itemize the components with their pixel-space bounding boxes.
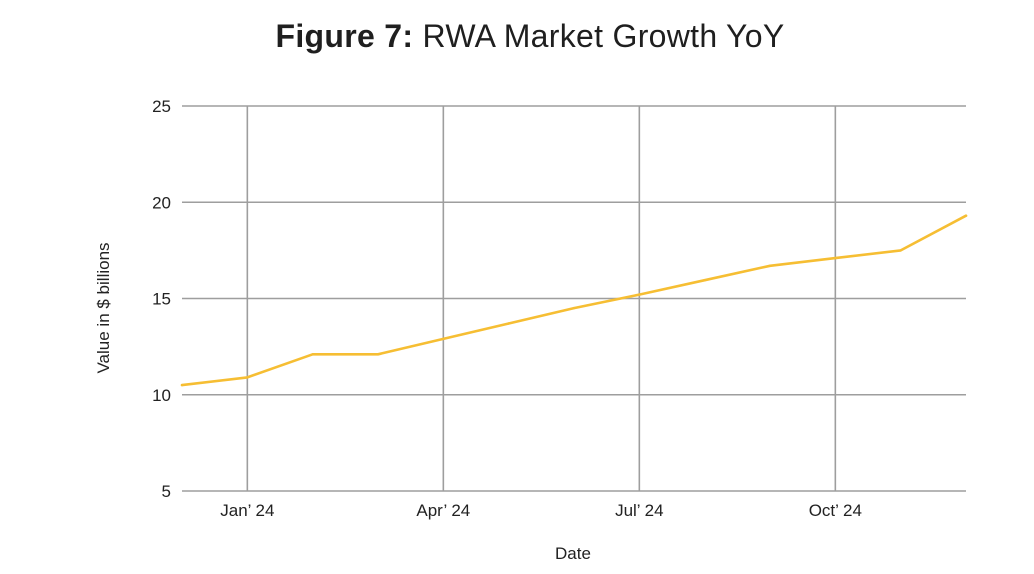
- y-tick-label: 20: [152, 193, 171, 212]
- chart-title-text: RWA Market Growth YoY: [422, 18, 785, 54]
- series-point: [376, 353, 380, 356]
- series-point: [964, 214, 968, 217]
- series-point: [442, 337, 445, 341]
- tick-labels: 5 10 15 20 25 Jan’ 24 Apr’ 24 Jul’ 24 Oct’ 24: [152, 97, 862, 520]
- chart-title: Figure 7: RWA Market Growth YoY: [0, 18, 1034, 55]
- series-point: [834, 256, 837, 260]
- series-point: [572, 306, 576, 310]
- series-point: [507, 322, 510, 325]
- x-tick-label: Apr’ 24: [416, 501, 470, 520]
- series-point: [246, 376, 249, 379]
- x-tick-label: Jan’ 24: [220, 501, 274, 520]
- series-point: [768, 264, 772, 267]
- y-tick-label: 15: [152, 290, 171, 309]
- series-point: [638, 293, 641, 296]
- series-point: [899, 249, 902, 252]
- y-tick-label: 10: [152, 386, 171, 405]
- x-axis-label: Date: [555, 544, 591, 563]
- series-point: [703, 279, 706, 282]
- series-line: [180, 214, 968, 387]
- series-point: [311, 353, 314, 356]
- grid-lines: [182, 105, 966, 492]
- series-layer: [180, 214, 968, 387]
- chart-title-prefix: Figure 7:: [275, 18, 414, 54]
- series-point: [180, 383, 184, 387]
- y-axis-label: Value in $ billions: [94, 242, 113, 373]
- x-tick-label: Oct’ 24: [809, 501, 862, 520]
- y-tick-label: 5: [162, 482, 171, 501]
- y-tick-label: 25: [152, 97, 171, 116]
- x-tick-label: Jul’ 24: [615, 501, 664, 520]
